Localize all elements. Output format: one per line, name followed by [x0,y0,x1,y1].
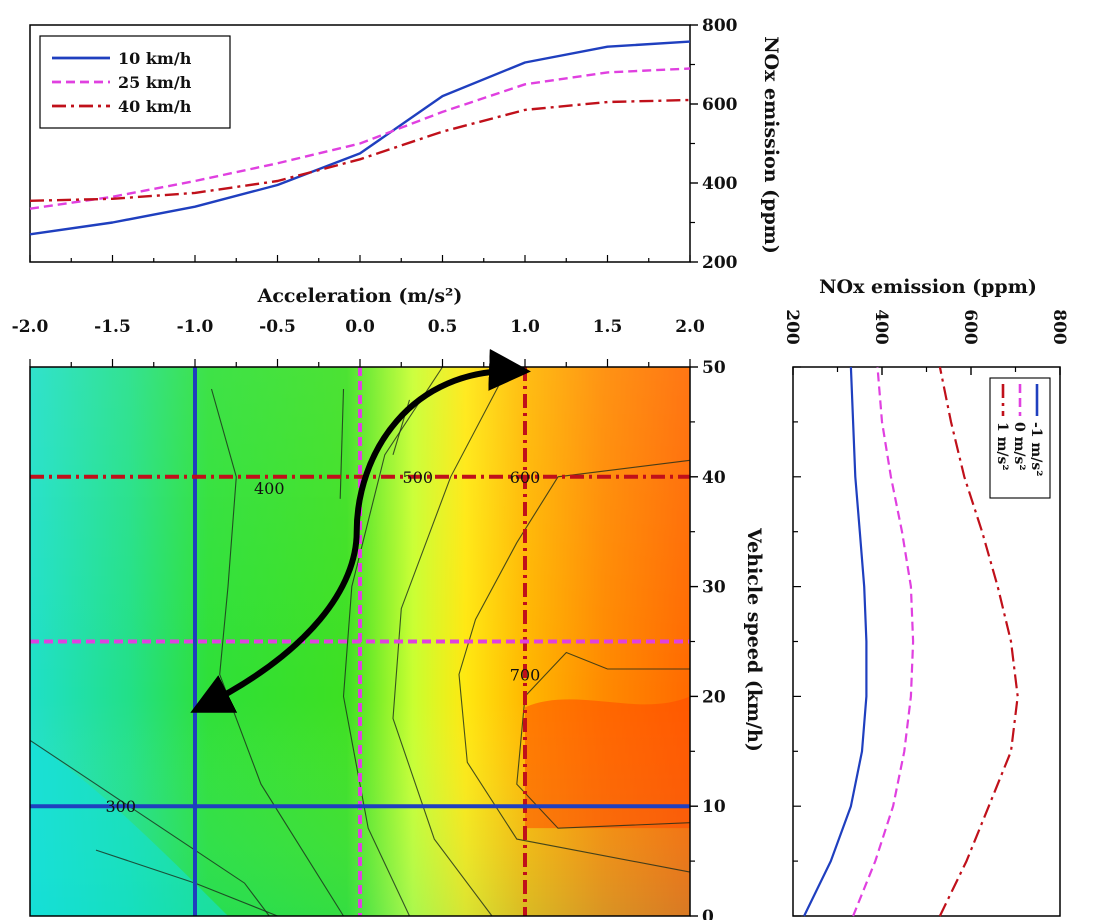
top-series-line-1 [29,67,691,210]
top-legend-label-0: 10 km/h [118,49,192,68]
heatmap-hot-region [525,696,690,829]
heatmap-y-tick-label: 20 [702,687,726,707]
right-x-tick-label: 400 [871,309,891,345]
heatmap-y-tick-label: 0 [702,907,714,920]
heatmap-y-tick-label: 10 [702,797,726,817]
right-legend-label-1: 0 m/s² [1011,422,1027,471]
right-x-tick-label: 200 [782,309,802,345]
contour-label-2: 500 [402,468,433,487]
right-series-line-2 [938,366,1019,917]
double-headed-arrow [190,348,531,713]
contour-label-1: 400 [254,479,285,498]
right-legend-box [989,377,1051,499]
x-tick-label: -1.5 [94,317,131,337]
right-series-line-0 [803,366,868,917]
top-y-tick-label: 400 [702,174,738,194]
right-x-axis-label: NOx emission (ppm) [819,276,1037,298]
top-legend-label-2: 40 km/h [118,97,192,116]
top-y-tick-label: 600 [702,95,738,115]
right-x-tick-label: 600 [960,309,980,345]
top-series-line-2 [29,98,691,202]
x-tick-label: -1.0 [177,317,214,337]
x-tick-label: 2.0 [675,317,705,337]
contour-label-0: 300 [105,797,136,816]
x-tick-label: 0.5 [428,317,458,337]
right-line-chart: 200 400 600 800 NOx emission (ppm) -1 m/s²0 m… [782,276,1069,917]
x-tick-label: 1.0 [510,317,540,337]
right-legend-label-2: 1 m/s² [994,422,1010,471]
top-y-tick-label: 200 [702,253,738,273]
contour-line-0 [29,739,270,917]
top-line-chart: 200 400 600 800 NOx emission (ppm) Accelerati… [12,16,782,337]
heatmap-y-tick-label: 40 [702,468,726,488]
top-series-line-0 [29,40,691,236]
right-x-tick-label: 800 [1049,309,1069,345]
x-tick-label: 1.5 [593,317,623,337]
contour-label-4: 700 [510,665,541,684]
x-tick-label: 0.0 [345,317,375,337]
top-y-axis-label: NOx emission (ppm) [760,36,782,254]
contour-label-3: 600 [510,468,541,487]
right-legend: -1 m/s²0 m/s²1 m/s² [989,377,1051,499]
contour-heatmap: 300 400 500 600 700 0 10 20 30 40 50 Vehicle speed … [29,348,765,920]
heatmap-y-axis-label: Vehicle speed (km/h) [743,527,765,752]
x-tick-label: -2.0 [12,317,49,337]
x-axis-label: Acceleration (m/s²) [257,285,463,307]
right-series-line-1 [852,366,915,917]
heatmap-cool-region [30,740,228,916]
top-legend-label-1: 25 km/h [118,73,192,92]
right-legend-label-0: -1 m/s² [1028,422,1044,476]
top-y-tick-label: 800 [702,16,738,36]
heatmap-y-tick-label: 50 [702,358,726,378]
x-tick-label: -0.5 [259,317,296,337]
heatmap-y-tick-label: 30 [702,578,726,598]
